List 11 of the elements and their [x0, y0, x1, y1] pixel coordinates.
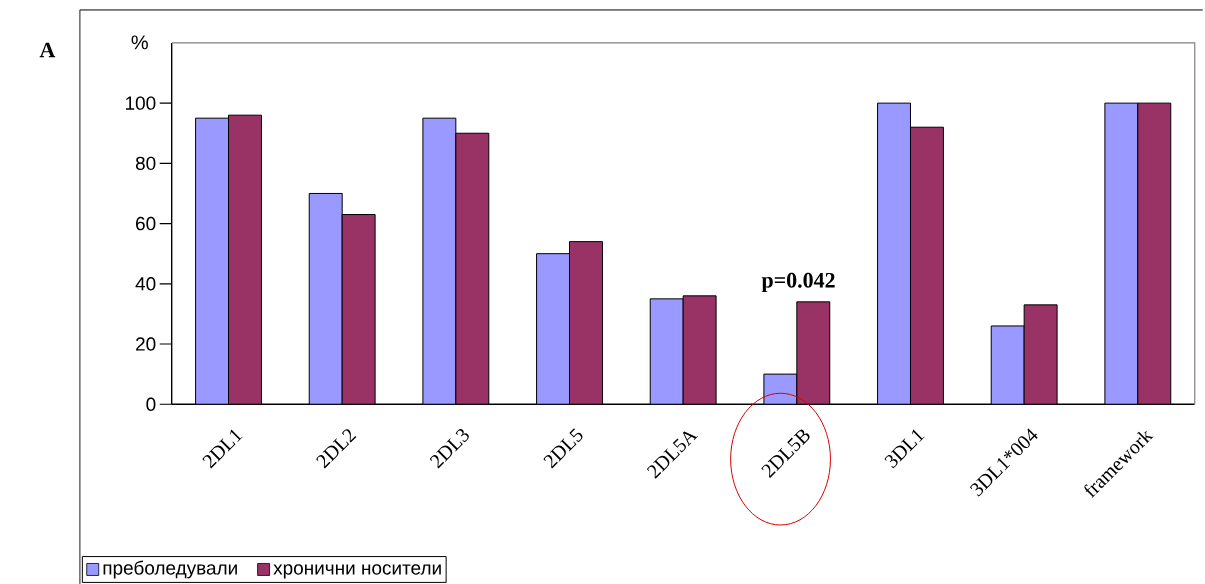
y-tick-label: 40: [135, 277, 156, 291]
y-tick-label: 20: [136, 337, 156, 351]
y-tick-label: 0: [146, 397, 156, 411]
y-tick-label: 100: [125, 96, 156, 110]
y-axis-title: %: [131, 35, 148, 50]
y-tick-label: 80: [135, 156, 156, 171]
text: A: [39, 42, 56, 58]
annotation: p=0.042: [761, 272, 835, 293]
legend-label: хронични носители: [273, 564, 441, 579]
y-tick-label: 60: [136, 216, 156, 231]
legend-label: преболедували: [103, 560, 237, 579]
